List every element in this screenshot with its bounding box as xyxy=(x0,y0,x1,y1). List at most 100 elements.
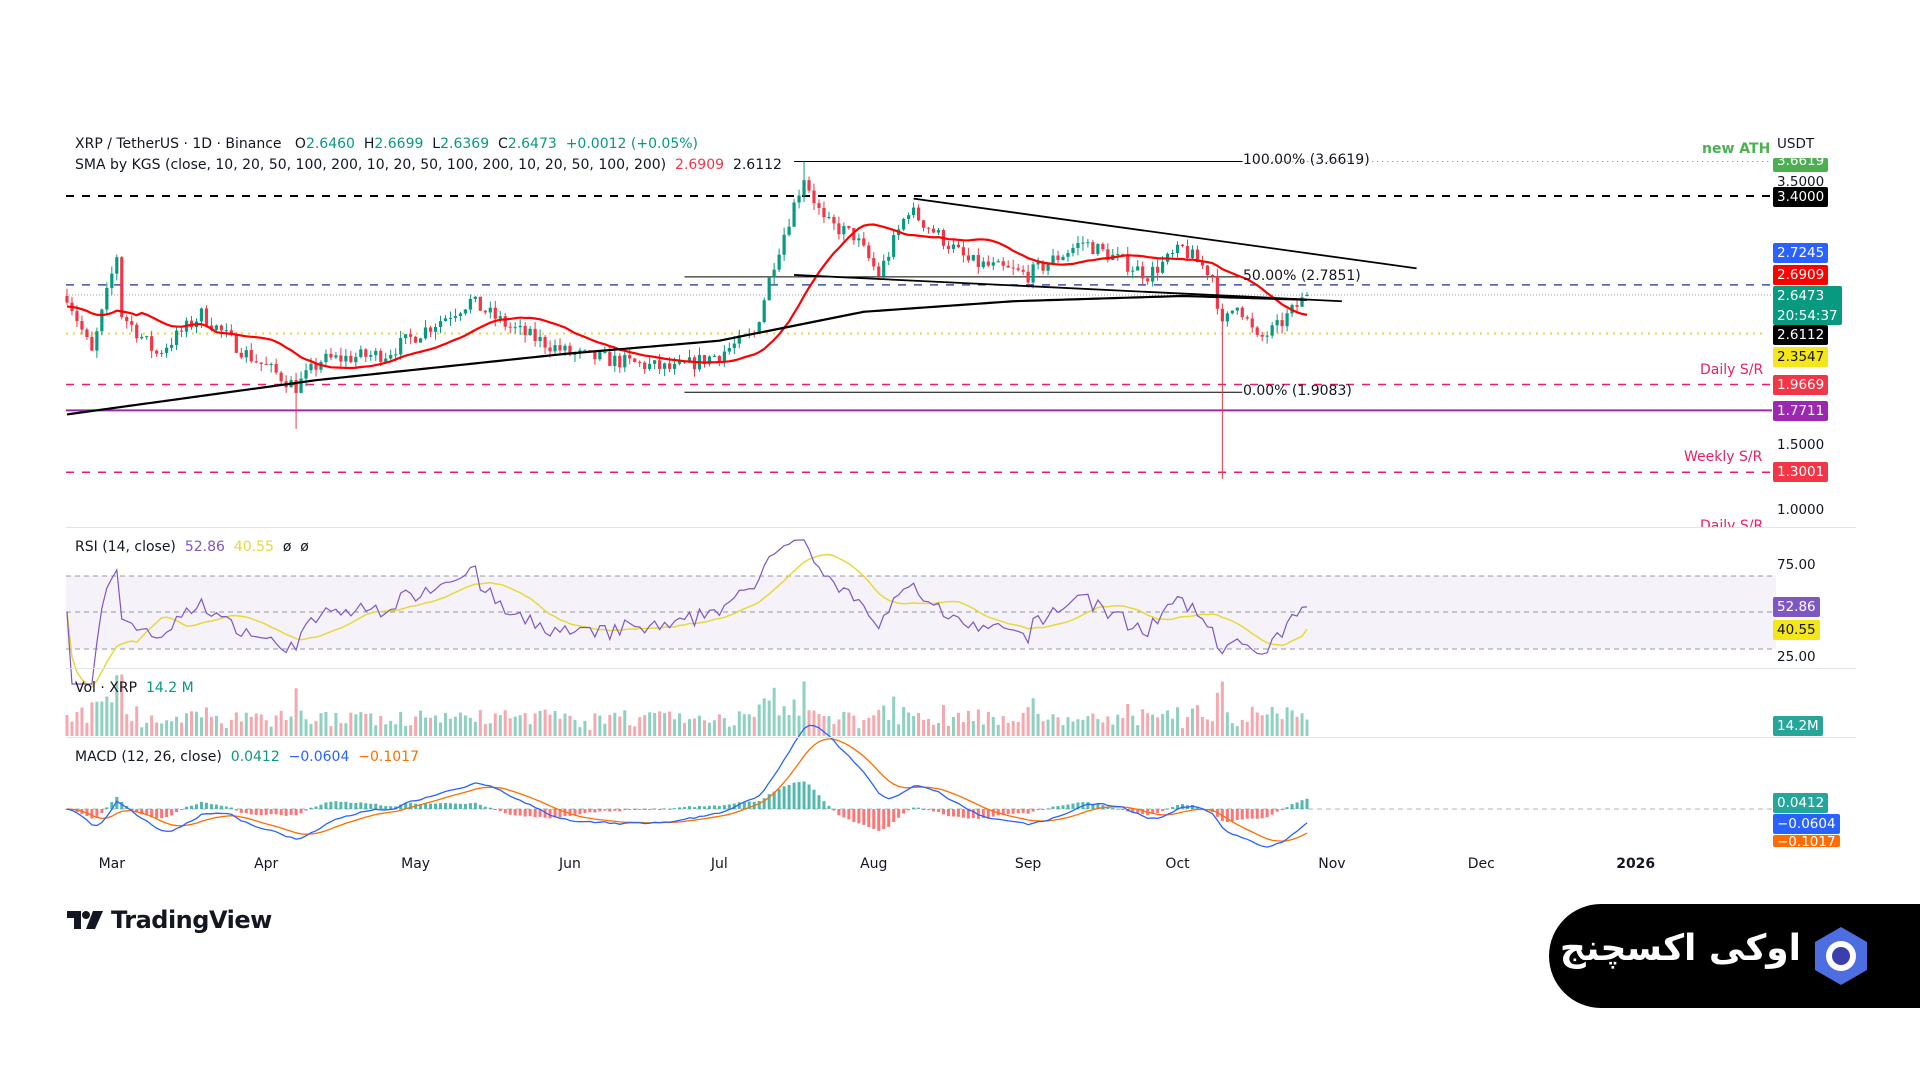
candle-body xyxy=(488,307,492,313)
volume-bar xyxy=(508,718,512,736)
axis-currency[interactable]: USDT xyxy=(1777,136,1815,152)
volume-bar xyxy=(1230,723,1234,736)
macd-histogram-bar xyxy=(683,807,687,809)
volume-bar xyxy=(822,716,826,736)
volume-bar xyxy=(548,714,552,736)
macd-histogram-bar xyxy=(518,809,522,816)
macd-histogram-bar xyxy=(917,807,921,809)
volume-bar xyxy=(907,712,911,736)
volume-bar xyxy=(897,724,901,736)
candle-body xyxy=(777,254,781,270)
pane-separator[interactable] xyxy=(66,737,1856,738)
new-ath-label: new ATH xyxy=(1702,141,1771,157)
volume-bar xyxy=(648,712,652,736)
rsi-legend[interactable]: RSI (14, close) 52.86 40.55 ø ø xyxy=(75,538,309,556)
volume-bar xyxy=(329,726,333,736)
volume-bar xyxy=(543,709,547,736)
volume-bar xyxy=(618,716,622,736)
candle-body xyxy=(374,350,378,356)
volume-bar xyxy=(443,712,447,736)
volume-bar xyxy=(1255,712,1259,736)
axis-tick-1.0: 1.0000 xyxy=(1777,502,1825,518)
volume-bar xyxy=(1141,709,1145,736)
candle-body xyxy=(737,335,741,344)
candle-body xyxy=(339,355,343,362)
candle-body xyxy=(1161,261,1165,273)
macd-histogram-bar xyxy=(1151,809,1155,814)
candle-body xyxy=(1071,247,1075,254)
macd-histogram-bar xyxy=(269,809,273,815)
candle-body xyxy=(1051,255,1055,265)
macd-histogram-bar xyxy=(817,795,821,809)
macd-histogram-bar xyxy=(329,801,333,809)
macd-histogram-bar xyxy=(986,809,990,818)
macd-histogram-bar xyxy=(668,808,672,810)
candle-body xyxy=(907,215,911,219)
candle-body xyxy=(125,317,129,322)
candle-body xyxy=(199,308,204,322)
candle-body xyxy=(792,202,796,227)
volume-bar xyxy=(912,716,916,736)
candle-body xyxy=(1056,255,1060,261)
volume-bar xyxy=(359,712,363,736)
candle-body xyxy=(787,226,791,235)
axis-label-ath: 3.6619 xyxy=(1773,158,1829,172)
volume-bar xyxy=(862,720,866,736)
tradingview-logo[interactable]: TradingView xyxy=(67,906,272,934)
candle-body xyxy=(249,350,253,362)
volume-bar xyxy=(294,688,298,736)
candle-body xyxy=(867,245,871,259)
macd-histogram-bar xyxy=(339,801,343,809)
volume-bar xyxy=(389,720,393,736)
sma-legend[interactable]: SMA by KGS (close, 10, 20, 50, 100, 200,… xyxy=(75,156,782,174)
candle-body xyxy=(1146,278,1150,282)
candle-body xyxy=(334,355,338,358)
pane-separator[interactable] xyxy=(66,527,1856,528)
macd-histogram-bar xyxy=(807,784,811,809)
volume-bar xyxy=(528,724,532,736)
macd-histogram-bar xyxy=(264,809,268,815)
volume-bar xyxy=(65,715,69,736)
volume-bar xyxy=(493,713,497,736)
volume-bar xyxy=(1111,724,1115,736)
candle-body xyxy=(110,273,114,288)
volume-bar xyxy=(668,711,672,736)
brand-banner: اوکی اکسچنج xyxy=(1549,904,1920,1008)
candle-body xyxy=(344,355,348,362)
symbol-title[interactable]: XRP / TetherUS · 1D · Binance xyxy=(75,136,282,152)
macd-histogram-bar xyxy=(712,805,716,809)
volume-bar xyxy=(678,713,682,736)
candle-body xyxy=(169,344,174,348)
macd-histogram-bar xyxy=(130,808,134,810)
macd-histogram-bar xyxy=(249,809,253,815)
axis-label-weekly-sr: 1.3001 xyxy=(1773,462,1829,482)
volume-bar xyxy=(70,721,74,736)
candle-body xyxy=(837,223,841,235)
macd-histogram-bar xyxy=(1121,809,1125,810)
volume-bar xyxy=(742,714,746,736)
macd-histogram-bar xyxy=(603,809,607,811)
volume-bar xyxy=(1215,692,1219,736)
volume-bar xyxy=(1270,706,1274,736)
volume-bar xyxy=(1225,712,1229,736)
time-label: Dec xyxy=(1467,856,1495,872)
volume-bar xyxy=(458,712,462,736)
daily-sr-label-2: Daily S/R xyxy=(1700,518,1764,527)
candle-body xyxy=(976,255,980,267)
candle-body xyxy=(314,363,318,370)
macd-legend[interactable]: MACD (12, 26, close) 0.0412 −0.0604 −0.1… xyxy=(75,748,419,766)
axis-label-blue: 2.7245 xyxy=(1773,243,1829,263)
volume-bar xyxy=(120,674,124,736)
time-label: May xyxy=(401,856,431,872)
pane-separator[interactable] xyxy=(66,668,1856,669)
macd-histogram-bar xyxy=(1076,802,1080,809)
candle-body xyxy=(667,363,672,369)
volume-legend[interactable]: Vol · XRP 14.2 M xyxy=(75,679,194,697)
time-label: Aug xyxy=(860,856,888,872)
macd-histogram-bar xyxy=(95,809,99,818)
candle-body xyxy=(762,300,766,323)
candle-body xyxy=(842,226,846,235)
macd-histogram-bar xyxy=(145,809,149,816)
volume-bar xyxy=(518,715,522,736)
